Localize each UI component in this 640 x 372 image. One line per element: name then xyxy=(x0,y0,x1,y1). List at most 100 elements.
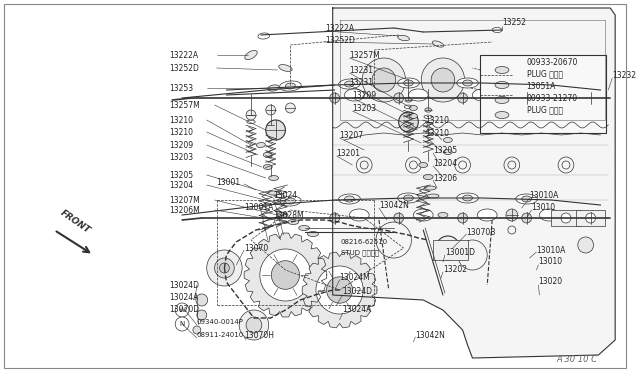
Circle shape xyxy=(214,258,234,278)
Text: 13209: 13209 xyxy=(353,90,376,99)
Ellipse shape xyxy=(424,115,433,119)
Circle shape xyxy=(266,105,276,115)
Ellipse shape xyxy=(268,85,280,91)
Polygon shape xyxy=(302,252,377,328)
Circle shape xyxy=(431,68,455,92)
Ellipse shape xyxy=(258,33,269,39)
Ellipse shape xyxy=(404,195,413,201)
Ellipse shape xyxy=(344,89,364,101)
Circle shape xyxy=(175,303,189,317)
Circle shape xyxy=(458,213,468,223)
Text: 13070B: 13070B xyxy=(467,228,496,237)
Ellipse shape xyxy=(269,176,278,180)
Circle shape xyxy=(541,58,585,102)
Circle shape xyxy=(330,213,340,223)
Text: A 30 10 C: A 30 10 C xyxy=(556,356,597,365)
Ellipse shape xyxy=(263,153,272,157)
Text: 13207: 13207 xyxy=(340,131,364,140)
Bar xyxy=(551,90,580,106)
Text: 13001D: 13001D xyxy=(445,247,475,257)
Ellipse shape xyxy=(247,120,255,124)
Circle shape xyxy=(239,310,269,340)
Text: 13204: 13204 xyxy=(433,158,457,167)
Circle shape xyxy=(197,310,207,320)
Ellipse shape xyxy=(285,198,295,204)
Text: 13252: 13252 xyxy=(502,17,526,26)
Ellipse shape xyxy=(404,105,413,109)
Polygon shape xyxy=(244,233,327,317)
Polygon shape xyxy=(333,8,615,358)
Text: FRONT: FRONT xyxy=(59,208,92,235)
Ellipse shape xyxy=(308,231,319,237)
Text: 13010A: 13010A xyxy=(529,190,559,199)
Text: 13028M: 13028M xyxy=(274,211,304,219)
Ellipse shape xyxy=(397,35,410,41)
Circle shape xyxy=(490,68,514,92)
Bar xyxy=(576,210,605,226)
Text: 13024: 13024 xyxy=(274,190,298,199)
Ellipse shape xyxy=(344,196,355,202)
Circle shape xyxy=(522,213,532,223)
Text: 13222A: 13222A xyxy=(325,23,354,32)
Circle shape xyxy=(260,249,311,301)
Ellipse shape xyxy=(477,209,497,221)
Circle shape xyxy=(586,213,595,223)
Ellipse shape xyxy=(444,150,452,154)
Circle shape xyxy=(285,103,295,113)
Circle shape xyxy=(246,317,262,333)
Text: 13231: 13231 xyxy=(349,65,373,74)
Text: 13204: 13204 xyxy=(170,180,193,189)
Ellipse shape xyxy=(410,106,417,110)
Ellipse shape xyxy=(413,209,433,221)
Text: 13070: 13070 xyxy=(244,244,268,253)
Ellipse shape xyxy=(457,193,478,203)
Circle shape xyxy=(330,93,340,103)
Ellipse shape xyxy=(522,196,531,202)
Text: W: W xyxy=(179,307,186,313)
Text: PLUG プラグ: PLUG プラグ xyxy=(527,106,563,115)
Circle shape xyxy=(220,263,229,273)
Ellipse shape xyxy=(273,200,284,204)
Circle shape xyxy=(207,250,242,286)
Circle shape xyxy=(481,58,524,102)
Text: 13201: 13201 xyxy=(337,148,360,157)
Text: 13070D: 13070D xyxy=(170,305,200,314)
Circle shape xyxy=(372,68,396,92)
Text: 13024M: 13024M xyxy=(340,273,371,282)
Text: 13001: 13001 xyxy=(216,177,241,186)
Ellipse shape xyxy=(266,130,275,134)
Circle shape xyxy=(196,294,208,306)
Ellipse shape xyxy=(397,193,419,203)
Text: 13010: 13010 xyxy=(532,202,556,212)
Ellipse shape xyxy=(410,113,417,119)
Circle shape xyxy=(551,68,575,92)
Ellipse shape xyxy=(536,89,556,101)
Ellipse shape xyxy=(344,81,355,87)
Text: 13205: 13205 xyxy=(170,170,193,180)
Text: 13205: 13205 xyxy=(433,145,457,154)
Ellipse shape xyxy=(522,81,531,87)
Text: 13202: 13202 xyxy=(443,266,467,275)
Text: 13024A: 13024A xyxy=(342,305,372,314)
Text: PLUG プラグ: PLUG プラグ xyxy=(527,70,563,78)
Ellipse shape xyxy=(495,67,509,74)
Circle shape xyxy=(394,213,404,223)
Circle shape xyxy=(436,236,460,260)
Text: 13203: 13203 xyxy=(170,153,193,161)
Ellipse shape xyxy=(349,209,369,221)
Bar xyxy=(433,240,468,260)
Ellipse shape xyxy=(285,83,295,89)
Ellipse shape xyxy=(288,219,299,224)
Bar xyxy=(481,55,606,133)
Text: 13042N: 13042N xyxy=(379,201,409,209)
Text: 13252D: 13252D xyxy=(170,64,199,73)
Text: 13209: 13209 xyxy=(170,141,193,150)
Ellipse shape xyxy=(277,212,288,218)
Bar xyxy=(576,90,605,106)
Text: STUD スタッド: STUD スタッド xyxy=(340,250,379,256)
Text: 13070H: 13070H xyxy=(244,330,274,340)
Text: 13210: 13210 xyxy=(170,115,193,125)
Text: 13222A: 13222A xyxy=(170,51,198,60)
Text: 13257M: 13257M xyxy=(170,100,200,109)
Text: 13210: 13210 xyxy=(425,128,449,138)
